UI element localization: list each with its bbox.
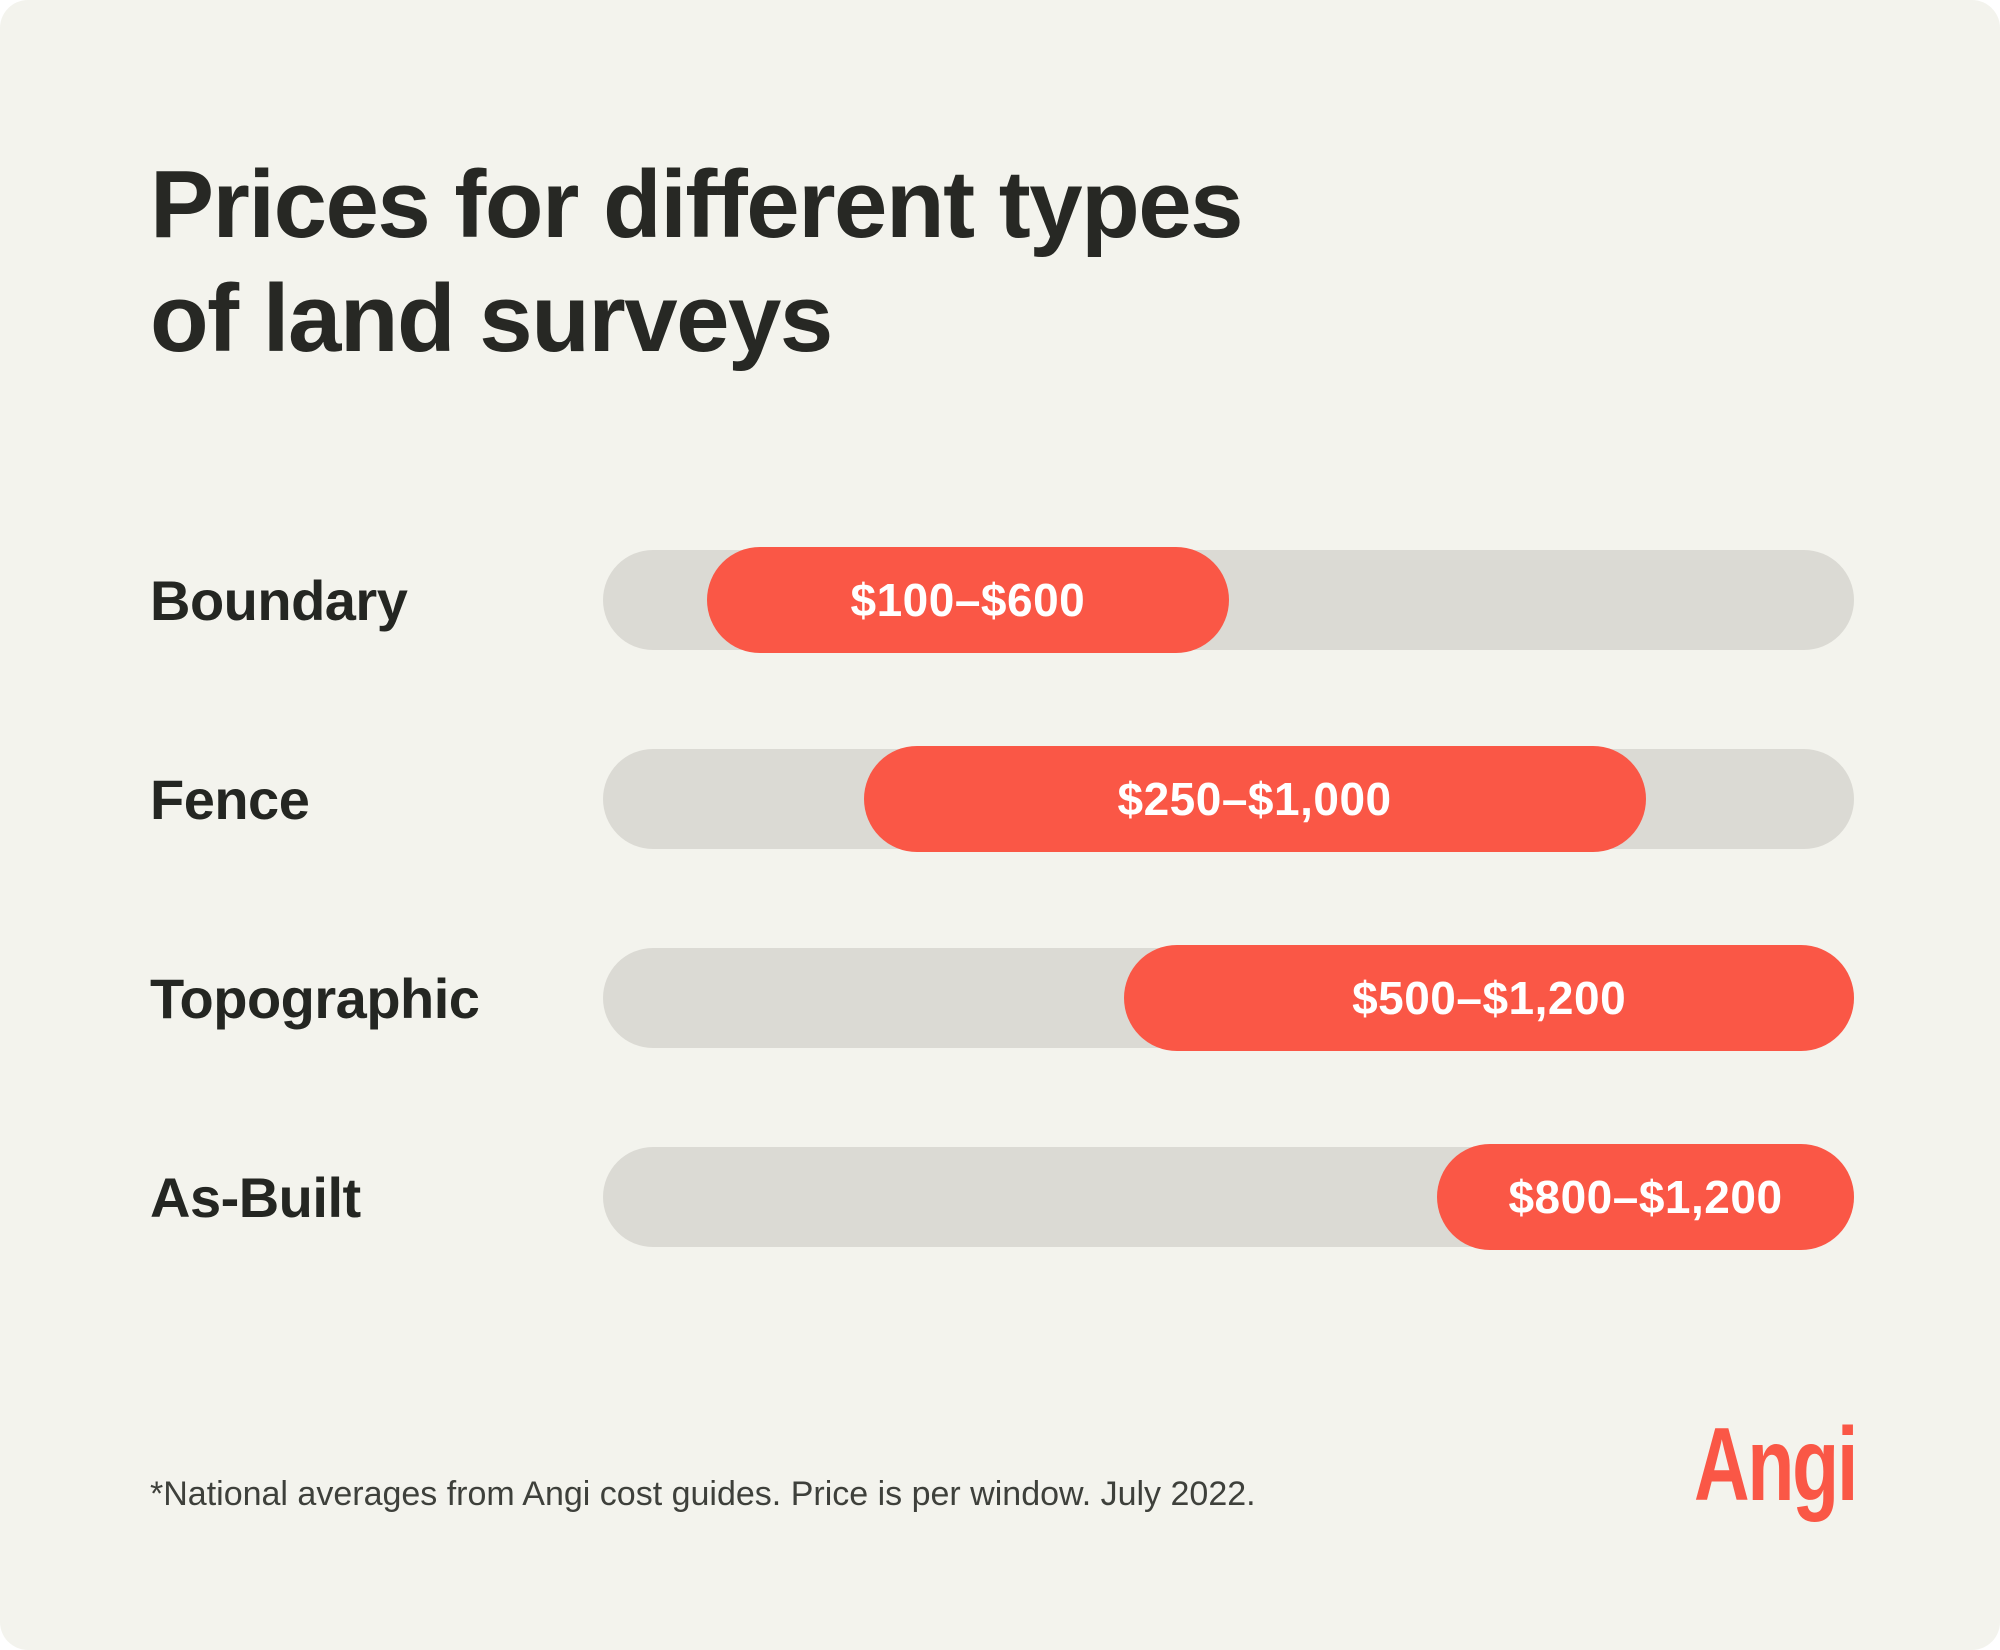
bar-range: $100–$600 bbox=[707, 547, 1229, 653]
bar-range-label: $800–$1,200 bbox=[1508, 1171, 1783, 1223]
bar-track: $250–$1,000 bbox=[603, 746, 1854, 852]
bar-range: $800–$1,200 bbox=[1437, 1144, 1854, 1250]
bar-range: $500–$1,200 bbox=[1124, 945, 1854, 1051]
chart-row-boundary: Boundary $100–$600 bbox=[0, 547, 2000, 653]
row-label-as-built: As-Built bbox=[150, 1165, 361, 1229]
chart-row-topographic: Topographic $500–$1,200 bbox=[0, 945, 2000, 1051]
chart-row-as-built: As-Built $800–$1,200 bbox=[0, 1144, 2000, 1250]
bar-track: $500–$1,200 bbox=[603, 945, 1854, 1051]
row-label-fence: Fence bbox=[150, 767, 310, 831]
chart-title-line1: Prices for different types bbox=[150, 151, 1244, 258]
row-label-topographic: Topographic bbox=[150, 966, 480, 1030]
chart-title: Prices for different types of land survey… bbox=[150, 148, 1650, 376]
bar-track: $800–$1,200 bbox=[603, 1144, 1854, 1250]
bar-range-label: $100–$600 bbox=[850, 574, 1086, 626]
bar-track: $100–$600 bbox=[603, 547, 1854, 653]
bar-range-label: $500–$1,200 bbox=[1352, 972, 1627, 1024]
bar-range-label: $250–$1,000 bbox=[1117, 773, 1392, 825]
bar-range: $250–$1,000 bbox=[863, 746, 1646, 852]
row-label-boundary: Boundary bbox=[150, 568, 408, 632]
footnote: *National averages from Angi cost guides… bbox=[150, 1475, 1256, 1513]
chart-row-fence: Fence $250–$1,000 bbox=[0, 746, 2000, 852]
angi-logo: Angi bbox=[1694, 1407, 1858, 1523]
chart-title-line2: of land surveys bbox=[150, 265, 833, 372]
